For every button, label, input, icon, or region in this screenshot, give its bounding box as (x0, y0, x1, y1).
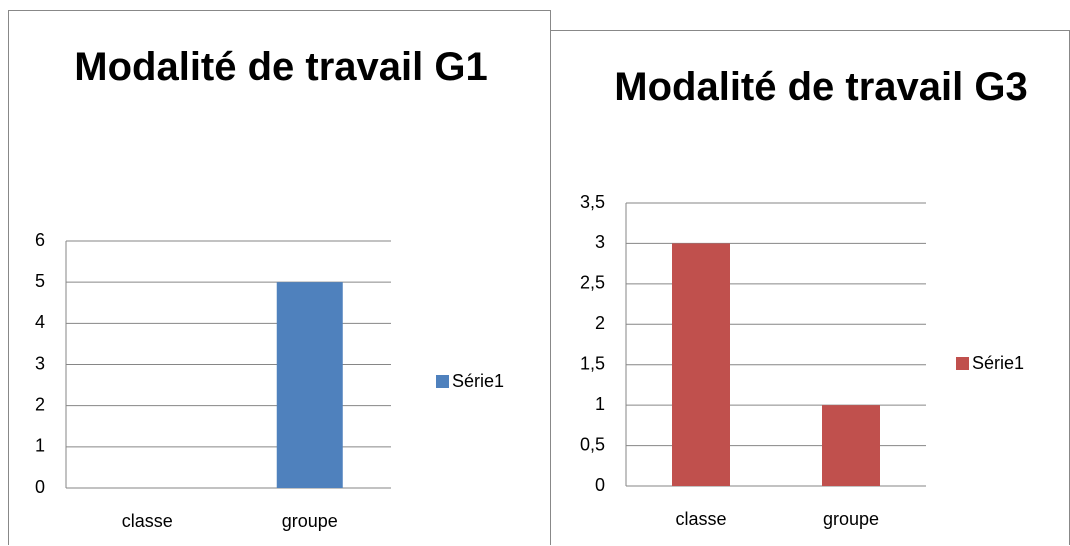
bar (822, 405, 880, 486)
chart-panel: Modalité de travail G1 0 1 2 3 4 5 6 classe grou… (8, 10, 551, 545)
y-tick-label: 0,5 (580, 434, 605, 454)
chart-title: Modalité de travail G3 (614, 65, 1028, 109)
bar (672, 243, 730, 486)
x-tick-label: groupe (823, 509, 879, 529)
y-tick-label: 3 (595, 232, 605, 252)
chart-panel: Modalité de travail G3 0 0,5 1 1,5 2 2,5 3 3,5 c… (550, 30, 1070, 545)
y-tick-label: 0 (595, 475, 605, 495)
y-tick-label: 4 (35, 312, 45, 332)
x-tick-label: classe (675, 509, 726, 529)
y-tick-label: 2,5 (580, 273, 605, 293)
y-tick-label: 1 (35, 436, 45, 456)
y-tick-label: 0 (35, 477, 45, 497)
chart-title: Modalité de travail G1 (74, 45, 488, 89)
y-tick-label: 2 (595, 313, 605, 333)
legend-swatch (956, 357, 969, 370)
y-tick-label: 5 (35, 271, 45, 291)
y-tick-label: 1 (595, 394, 605, 414)
y-tick-label: 3 (35, 353, 45, 373)
x-tick-label: groupe (282, 511, 338, 531)
y-tick-label: 1,5 (580, 353, 605, 373)
y-tick-label: 6 (35, 230, 45, 250)
y-tick-label: 3,5 (580, 192, 605, 212)
chart: 0 1 2 3 4 5 6 classe groupe Série1 (35, 230, 504, 531)
chart: 0 0,5 1 1,5 2 2,5 3 3,5 classe groupe Série1 (580, 192, 1024, 529)
bar (276, 282, 343, 488)
y-tick-label: 2 (35, 394, 45, 414)
legend-label: Série1 (972, 353, 1024, 373)
x-tick-label: classe (122, 511, 173, 531)
legend-label: Série1 (452, 371, 504, 391)
legend-swatch (436, 375, 449, 388)
